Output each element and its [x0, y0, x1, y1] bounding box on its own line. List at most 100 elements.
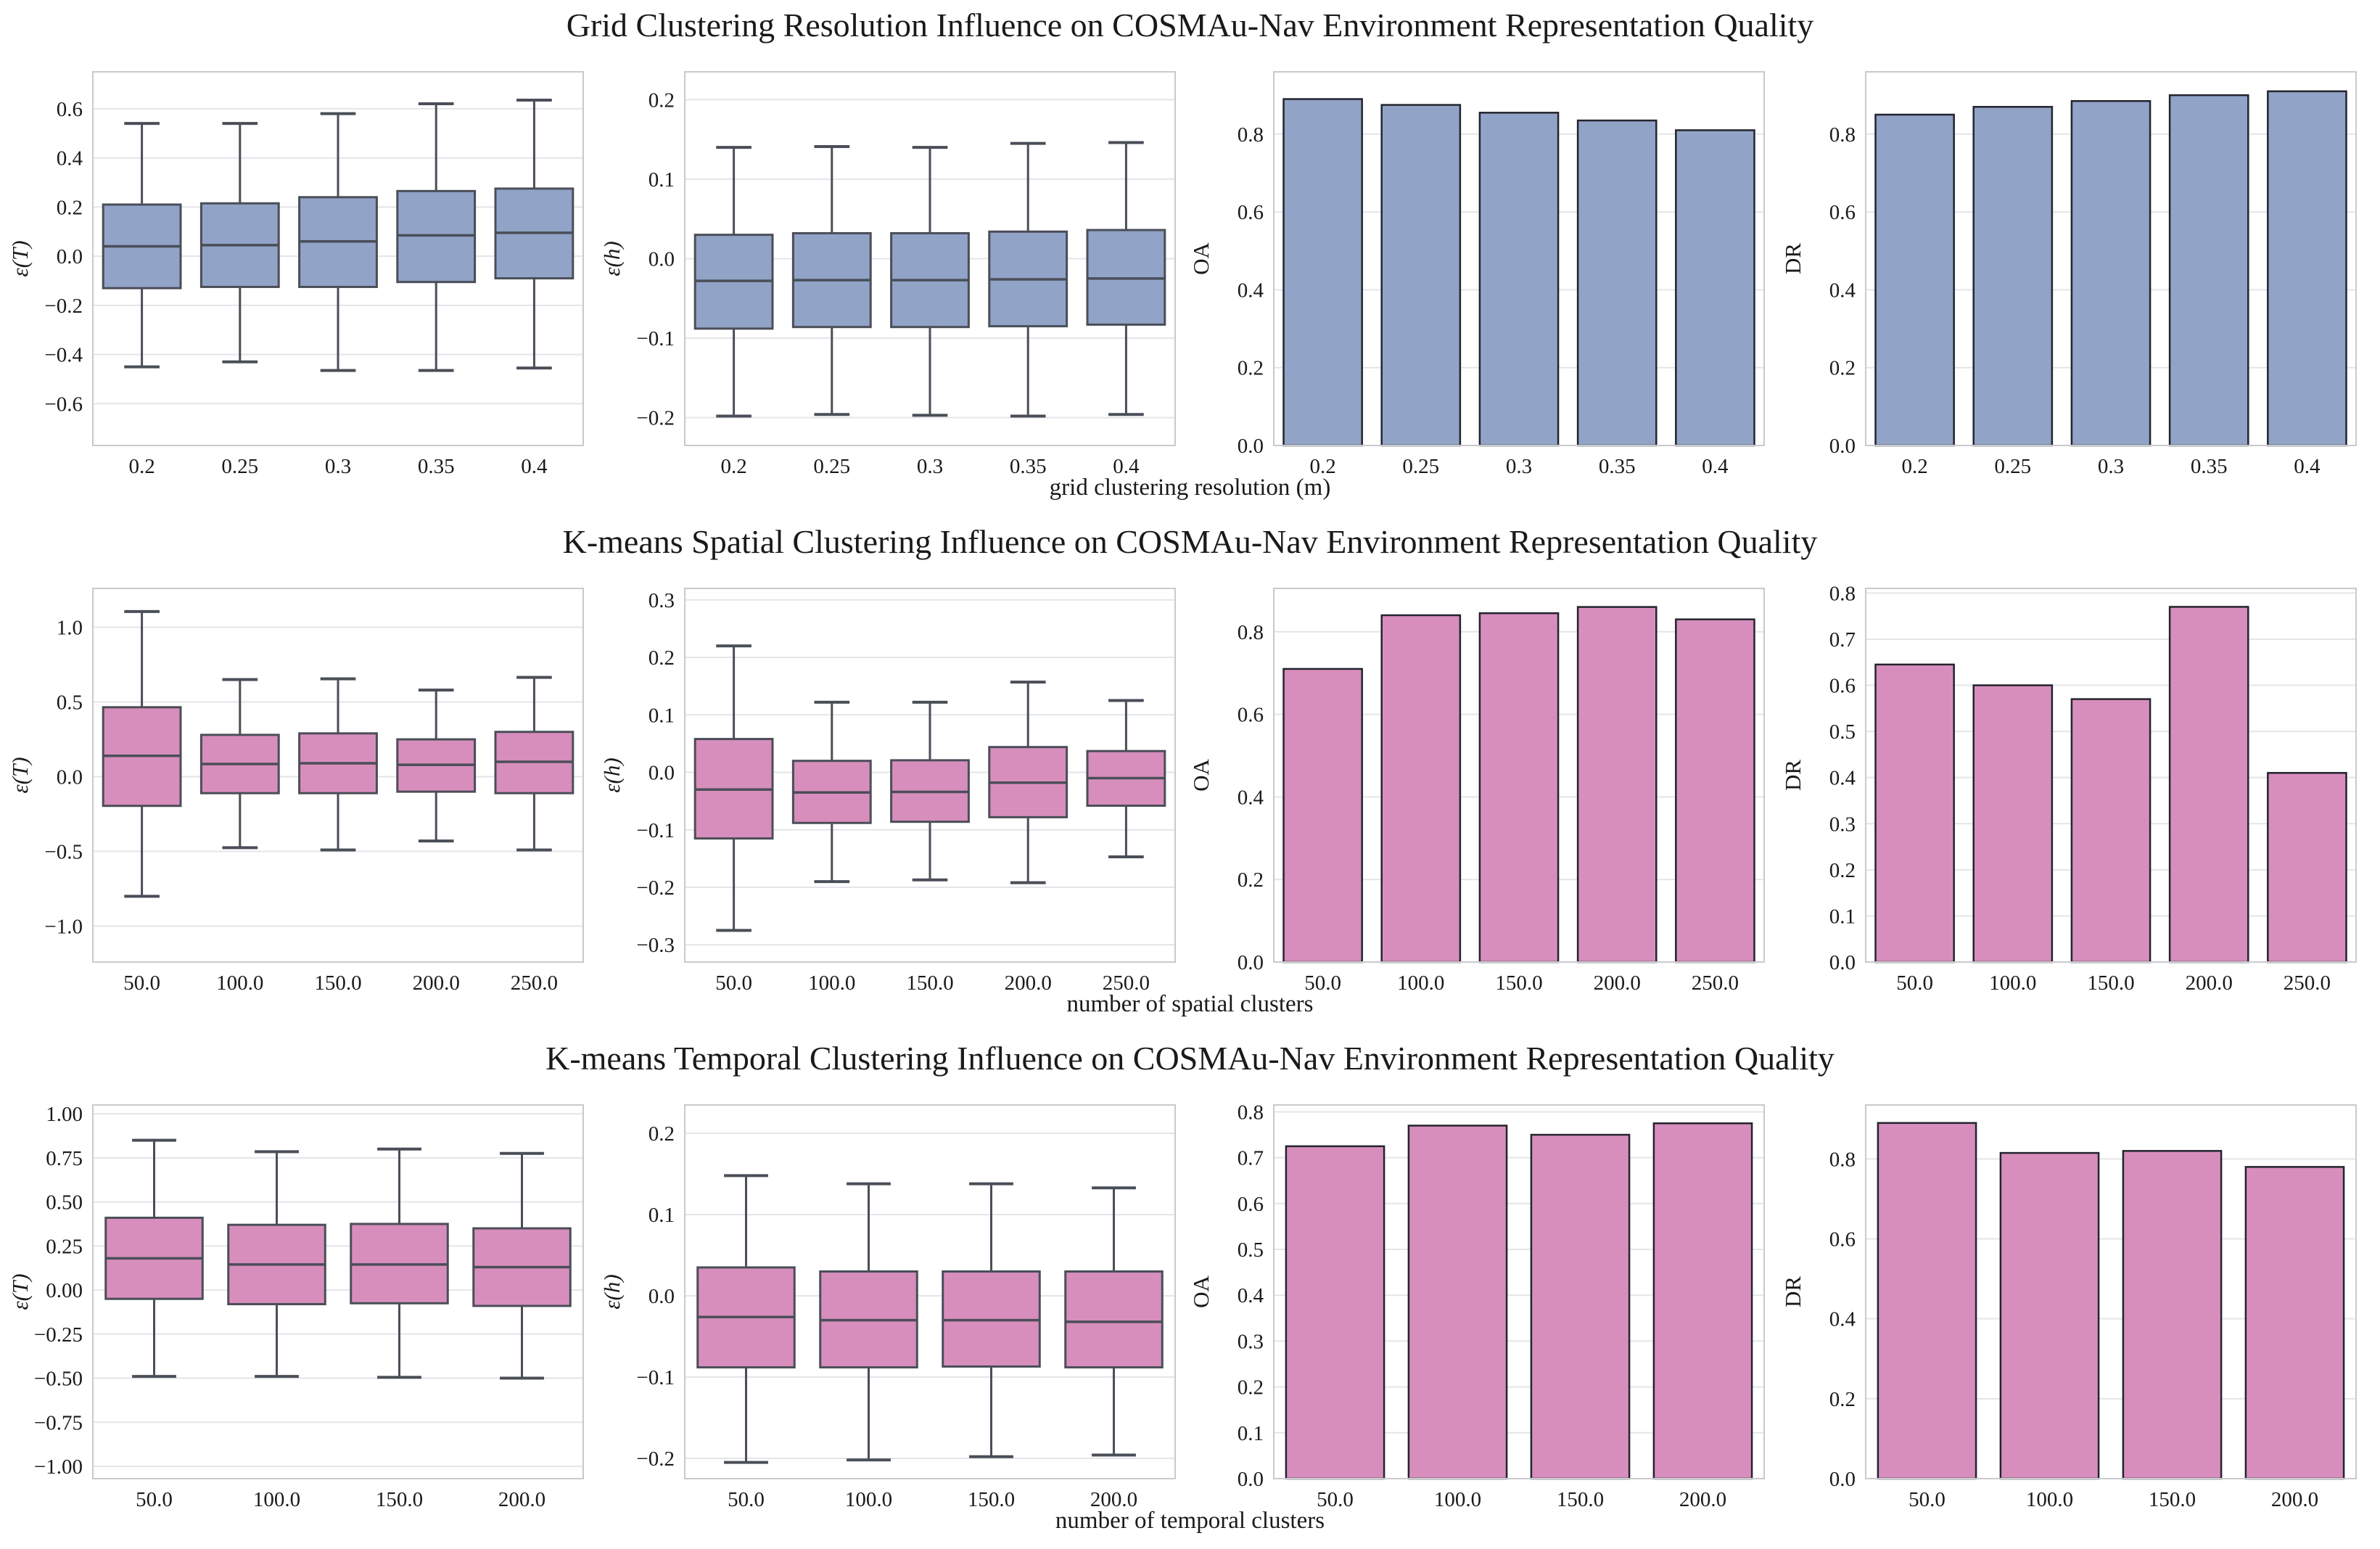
x-tick-label: 150.0: [314, 971, 361, 995]
x-tick-label: 250.0: [1692, 971, 1739, 995]
x-tick-label: 0.35: [418, 455, 455, 478]
y-tick-label: 0.7: [1238, 1147, 1264, 1170]
bar: [1972, 106, 2054, 447]
x-tick-label: 200.0: [1679, 1488, 1726, 1511]
y-tick-label: 0.5: [1238, 1238, 1264, 1262]
y-tick-label: −0.2: [636, 1447, 675, 1471]
y-tick-label: 0.1: [1238, 1422, 1264, 1445]
x-tick-label: 200.0: [2271, 1488, 2318, 1511]
y-tick-label: 0.2: [1238, 357, 1264, 380]
bar: [1877, 1122, 1977, 1480]
y-tick-label: 0.4: [1238, 786, 1264, 809]
bar: [1874, 663, 1955, 963]
panel-row3-barchart-DR: 0.0 0.2 0.4 0.6 0.8 50.0 100.0 150.0 200.0 DR: [1780, 1104, 2357, 1511]
x-tick-label: 150.0: [376, 1488, 423, 1511]
y-tick-label: 0.1: [648, 168, 675, 192]
x-tick-label: 50.0: [123, 971, 160, 995]
y-tick-label: 0.0: [1829, 1468, 1856, 1491]
y-tick-label: −0.5: [44, 841, 83, 864]
x-tick-label: 100.0: [1434, 1488, 1481, 1511]
bar: [1652, 1122, 1753, 1480]
bar: [2070, 99, 2152, 447]
y-tick-label: −0.6: [44, 393, 83, 416]
y-tick-label: 0.4: [57, 147, 83, 170]
y-tick-label: 0.2: [1238, 1376, 1264, 1400]
x-tick-label: 100.0: [253, 1488, 300, 1511]
y-tick-label: 0.3: [648, 589, 675, 612]
y-tick-label: 0.8: [1238, 621, 1264, 644]
x-tick-label: 100.0: [216, 971, 263, 995]
row2-x-axis-label: number of spatial clusters: [1066, 991, 1314, 1017]
x-tick-label: 0.2: [720, 455, 746, 478]
y-tick-label: 0.8: [1829, 582, 1856, 605]
x-tick-label: 100.0: [845, 1488, 892, 1511]
y-tick-label: 0.0: [1238, 435, 1264, 458]
bar: [1285, 1145, 1385, 1480]
x-tick-label: 0.25: [813, 455, 850, 478]
x-tick-label: 0.35: [1010, 455, 1047, 478]
bar: [1530, 1133, 1631, 1480]
y-axis-label: OA: [1188, 759, 1214, 792]
y-tick-label: 0.0: [1238, 951, 1264, 974]
bar: [2267, 90, 2347, 447]
x-tick-label: 50.0: [1304, 971, 1341, 995]
bar: [1972, 684, 2054, 963]
y-tick-label: 0.0: [648, 762, 675, 785]
panel-row2-boxplot-εT: −1.0 −0.5 0.0 0.5 1.0 50.0 100.0 150.0 200.0 250.…: [7, 588, 584, 995]
y-tick-label: 0.8: [1829, 1148, 1856, 1171]
row1-x-axis-label: grid clustering resolution (m): [1049, 474, 1331, 501]
panel-row2-barchart-DR: 0.0 0.1 0.2 0.3 0.4 0.5 0.6 0.7 0.8 50.0 100.0 150.…: [1780, 582, 2357, 995]
x-tick-label: 100.0: [1397, 971, 1444, 995]
bar: [1874, 113, 1955, 447]
x-tick-label: 50.0: [1317, 1488, 1354, 1511]
y-tick-label: −0.50: [34, 1368, 83, 1391]
x-tick-label: 100.0: [2026, 1488, 2073, 1511]
y-tick-label: 0.4: [1829, 1308, 1856, 1331]
bar: [1576, 606, 1658, 963]
y-tick-label: −0.2: [44, 295, 83, 318]
row3-x-axis-label: number of temporal clusters: [1055, 1508, 1325, 1534]
x-tick-label: 200.0: [1594, 971, 1641, 995]
x-tick-label: 150.0: [968, 1488, 1015, 1511]
y-tick-label: 0.0: [1829, 951, 1856, 974]
x-tick-label: 0.2: [1901, 455, 1927, 478]
y-tick-label: 0.6: [1238, 1193, 1264, 1216]
x-tick-label: 150.0: [2149, 1488, 2196, 1511]
y-tick-label: 0.7: [1829, 628, 1856, 652]
y-tick-label: 0.50: [46, 1191, 83, 1215]
y-axis-label: ε(T): [7, 240, 33, 276]
y-tick-label: 0.8: [1829, 123, 1856, 147]
box: [1064, 1270, 1164, 1369]
x-tick-label: 0.3: [917, 455, 943, 478]
y-tick-label: 0.0: [1238, 1468, 1264, 1491]
x-tick-label: 150.0: [2087, 971, 2134, 995]
y-axis-label: ε(T): [7, 757, 33, 793]
y-axis-label: OA: [1188, 242, 1214, 275]
x-tick-label: 50.0: [728, 1488, 765, 1511]
y-tick-label: 0.00: [46, 1279, 83, 1302]
x-tick-label: 200.0: [498, 1488, 545, 1511]
x-tick-label: 50.0: [1908, 1488, 1945, 1511]
x-tick-label: 250.0: [511, 971, 558, 995]
x-tick-label: 0.35: [2191, 455, 2228, 478]
y-tick-label: −0.1: [636, 327, 675, 350]
y-tick-label: 0.3: [1829, 813, 1856, 836]
y-tick-label: 0.2: [1829, 859, 1856, 882]
x-tick-label: 0.25: [1402, 455, 1439, 478]
y-tick-label: 0.1: [648, 704, 675, 727]
x-tick-label: 150.0: [906, 971, 953, 995]
y-tick-label: 0.4: [1238, 1284, 1264, 1307]
panel-row3-barchart-OA: 0.0 0.1 0.2 0.3 0.4 0.5 0.6 0.7 0.8 50.0 100.0 150.…: [1188, 1101, 1765, 1511]
bar: [2122, 1150, 2223, 1480]
y-tick-label: −0.75: [34, 1411, 83, 1434]
y-tick-label: 0.6: [1829, 675, 1856, 698]
y-axis-label: ε(h): [599, 1274, 625, 1309]
x-tick-label: 200.0: [1090, 1488, 1137, 1511]
x-tick-label: 0.4: [2294, 455, 2321, 478]
y-axis-label: ε(h): [599, 241, 625, 276]
y-tick-label: −1.0: [44, 916, 83, 939]
panel-row1-barchart-DR: 0.0 0.2 0.4 0.6 0.8 0.2 0.25 0.3 0.35 0.4 DR: [1780, 71, 2357, 478]
row3-title: K-means Temporal Clustering Influence on…: [545, 1040, 1835, 1077]
x-tick-label: 50.0: [715, 971, 752, 995]
